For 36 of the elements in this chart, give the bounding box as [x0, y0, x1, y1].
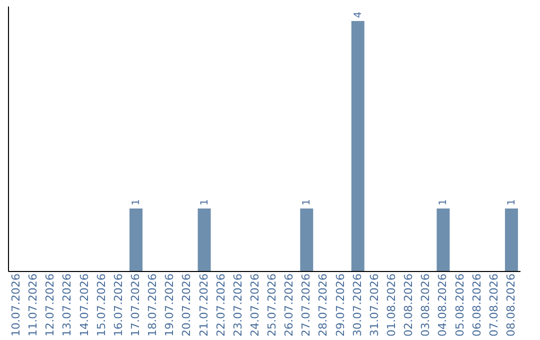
- x-tick-label: 25.07.2026: [266, 274, 279, 336]
- x-tick-label: 02.08.2026: [402, 274, 416, 336]
- x-tick-label: 12.07.2026: [44, 274, 57, 336]
- x-tick-label: 31.07.2026: [368, 274, 381, 336]
- data-label: 1: [438, 199, 450, 206]
- data-label: 1: [199, 199, 210, 206]
- x-tick-label: 18.07.2026: [146, 274, 160, 336]
- data-label: 1: [302, 199, 313, 206]
- x-tick-label: 19.07.2026: [163, 274, 176, 336]
- x-tick-label: 06.08.2026: [470, 274, 484, 336]
- x-tick-label: 23.07.2026: [231, 274, 244, 336]
- x-tick-label: 11.07.2026: [26, 274, 40, 336]
- x-tick-label: 13.07.2026: [60, 274, 74, 336]
- x-tick-label: 05.08.2026: [453, 274, 466, 336]
- x-tick-label: 22.07.2026: [214, 274, 228, 336]
- x-tick-label: 20.07.2026: [180, 274, 194, 336]
- x-tick-label: 16.07.2026: [112, 274, 125, 336]
- x-tick-label: 26.07.2026: [282, 274, 296, 336]
- x-tick-label: 07.08.2026: [487, 274, 500, 336]
- x-tick-label: 29.07.2026: [334, 274, 347, 336]
- x-tick-label: 10.07.2026: [10, 274, 23, 336]
- x-tick-label: 27.07.2026: [300, 274, 313, 336]
- x-tick-label: 08.08.2026: [504, 274, 518, 336]
- x-tick-label: 17.07.2026: [129, 274, 142, 336]
- x-tick-label: 28.07.2026: [316, 274, 330, 336]
- x-tick-label: 15.07.2026: [94, 274, 108, 336]
- x-tick-label: 01.08.2026: [385, 274, 398, 336]
- data-label: 1: [506, 199, 518, 206]
- data-label: 4: [352, 12, 364, 18]
- x-tick-label: 03.08.2026: [419, 274, 432, 336]
- x-tick-label: 30.07.2026: [350, 274, 364, 336]
- x-tick-label: 04.08.2026: [436, 274, 450, 336]
- x-tick-label: 14.07.2026: [78, 274, 91, 336]
- x-tick-label: 24.07.2026: [248, 274, 262, 336]
- data-label: 1: [131, 199, 142, 206]
- x-tick-label: 21.07.2026: [197, 274, 210, 336]
